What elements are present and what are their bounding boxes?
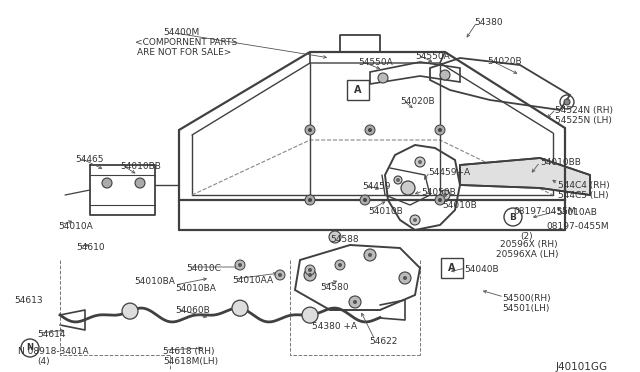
- Circle shape: [349, 296, 361, 308]
- Text: 54380 +A: 54380 +A: [312, 322, 357, 331]
- Circle shape: [443, 193, 447, 197]
- Text: 54010A: 54010A: [58, 222, 93, 231]
- Circle shape: [413, 218, 417, 222]
- Text: 54380: 54380: [474, 18, 502, 27]
- Text: A: A: [448, 263, 456, 273]
- Circle shape: [378, 73, 388, 83]
- Circle shape: [394, 176, 402, 184]
- Text: 20596XA (LH): 20596XA (LH): [496, 250, 559, 259]
- Circle shape: [364, 249, 376, 261]
- Circle shape: [235, 260, 245, 270]
- Text: 54614: 54614: [37, 330, 65, 339]
- Circle shape: [564, 99, 570, 105]
- Text: 54525N (LH): 54525N (LH): [555, 116, 612, 125]
- Circle shape: [403, 276, 407, 280]
- Text: 54010BA: 54010BA: [175, 284, 216, 293]
- Text: ARE NOT FOR SALE>: ARE NOT FOR SALE>: [137, 48, 232, 57]
- Text: 54010AB: 54010AB: [556, 208, 597, 217]
- Text: N 08918-3401A: N 08918-3401A: [18, 347, 88, 356]
- Text: 544C4 (RH): 544C4 (RH): [558, 181, 610, 190]
- Text: 54020B: 54020B: [400, 97, 435, 106]
- Text: 54524N (RH): 54524N (RH): [555, 106, 613, 115]
- Circle shape: [275, 270, 285, 280]
- Circle shape: [308, 128, 312, 132]
- Text: 54618 (RH): 54618 (RH): [163, 347, 214, 356]
- Circle shape: [360, 195, 370, 205]
- Circle shape: [410, 215, 420, 225]
- Text: 54550A: 54550A: [358, 58, 393, 67]
- Circle shape: [418, 160, 422, 164]
- Text: 54613: 54613: [14, 296, 43, 305]
- Circle shape: [278, 273, 282, 277]
- Text: 08197-0455M: 08197-0455M: [546, 222, 609, 231]
- Text: J40101GG: J40101GG: [556, 362, 608, 372]
- Circle shape: [329, 231, 341, 243]
- Text: (2): (2): [520, 232, 532, 241]
- Text: 54622: 54622: [369, 337, 397, 346]
- Circle shape: [435, 125, 445, 135]
- Text: 54040B: 54040B: [464, 265, 499, 274]
- Polygon shape: [460, 158, 590, 195]
- Circle shape: [305, 265, 315, 275]
- Text: 54010AA: 54010AA: [232, 276, 273, 285]
- Text: 54550A: 54550A: [415, 52, 450, 61]
- Text: 54465: 54465: [75, 155, 104, 164]
- Circle shape: [440, 70, 450, 80]
- Text: 20596X (RH): 20596X (RH): [500, 240, 557, 249]
- Circle shape: [308, 198, 312, 202]
- Text: 08197-0455M: 08197-0455M: [513, 207, 575, 216]
- Circle shape: [238, 263, 242, 267]
- Circle shape: [440, 190, 450, 200]
- Circle shape: [365, 125, 375, 135]
- Text: N: N: [26, 343, 33, 353]
- Circle shape: [305, 195, 315, 205]
- Circle shape: [308, 268, 312, 272]
- Circle shape: [399, 272, 411, 284]
- Circle shape: [368, 253, 372, 257]
- Text: 54060B: 54060B: [175, 306, 210, 315]
- Text: A: A: [355, 85, 362, 95]
- Circle shape: [415, 157, 425, 167]
- Text: 54400M: 54400M: [163, 28, 199, 37]
- Circle shape: [135, 178, 145, 188]
- Circle shape: [435, 195, 445, 205]
- Text: 54610: 54610: [76, 243, 104, 252]
- Text: 54010BB: 54010BB: [120, 162, 161, 171]
- Circle shape: [368, 128, 372, 132]
- Text: 54020B: 54020B: [487, 57, 522, 66]
- Text: 54580: 54580: [320, 283, 349, 292]
- Circle shape: [338, 263, 342, 267]
- Text: 54010BB: 54010BB: [540, 158, 581, 167]
- Text: 54500(RH): 54500(RH): [502, 294, 550, 303]
- Text: 54010B: 54010B: [442, 201, 477, 210]
- Circle shape: [302, 307, 318, 323]
- Circle shape: [122, 303, 138, 319]
- Text: <COMPORNENT PARTS: <COMPORNENT PARTS: [135, 38, 237, 47]
- Circle shape: [304, 269, 316, 281]
- Text: 54050B: 54050B: [421, 188, 456, 197]
- Text: 54501(LH): 54501(LH): [502, 304, 549, 313]
- Text: 54588: 54588: [330, 235, 358, 244]
- Circle shape: [102, 178, 112, 188]
- Circle shape: [363, 198, 367, 202]
- Circle shape: [438, 198, 442, 202]
- Circle shape: [232, 300, 248, 316]
- Text: 54459+A: 54459+A: [428, 168, 470, 177]
- Circle shape: [335, 260, 345, 270]
- Text: 54459: 54459: [362, 182, 390, 191]
- Circle shape: [305, 125, 315, 135]
- Circle shape: [401, 181, 415, 195]
- Text: 54010C: 54010C: [186, 264, 221, 273]
- Text: 54010BA: 54010BA: [134, 277, 175, 286]
- Text: 544C5 (LH): 544C5 (LH): [558, 191, 609, 200]
- Circle shape: [353, 300, 357, 304]
- Circle shape: [396, 178, 400, 182]
- Text: 54618M(LH): 54618M(LH): [163, 357, 218, 366]
- Text: (4): (4): [37, 357, 50, 366]
- Text: B: B: [509, 212, 516, 221]
- Circle shape: [438, 128, 442, 132]
- Circle shape: [308, 273, 312, 277]
- Text: 54010B: 54010B: [368, 207, 403, 216]
